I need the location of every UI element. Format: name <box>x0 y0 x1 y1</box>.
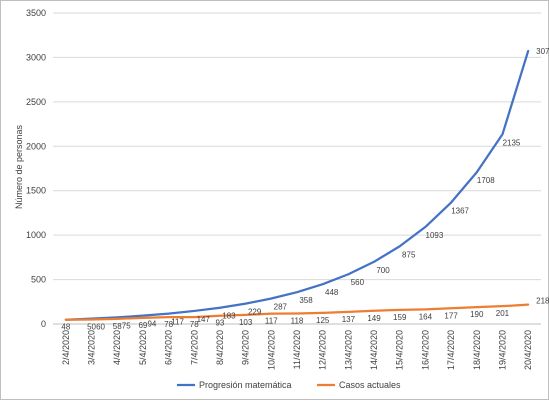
data-label: 93 <box>215 319 224 328</box>
y-tick-label: 2000 <box>26 141 46 151</box>
data-label: 218 <box>536 297 549 306</box>
y-tick-label: 1500 <box>26 186 46 196</box>
data-label: 183 <box>222 312 236 321</box>
data-label: 560 <box>351 278 365 287</box>
data-label: 1367 <box>451 207 469 216</box>
y-tick-label: 1000 <box>26 230 46 240</box>
data-label: 149 <box>367 314 381 323</box>
data-label: 700 <box>376 266 390 275</box>
data-label: 78 <box>164 320 173 329</box>
data-label: 1708 <box>477 176 495 185</box>
data-label: 125 <box>316 316 330 325</box>
data-label: 48 <box>61 323 70 332</box>
legend-label-progresion: Progresión matemática <box>199 380 292 390</box>
data-label: 117 <box>171 318 184 327</box>
series-line-progresion <box>64 49 530 321</box>
data-label: 58 <box>113 322 122 331</box>
y-tick-label: 3500 <box>26 8 46 18</box>
data-label: 190 <box>470 310 484 319</box>
x-tick-label: 17/4/2020 <box>446 330 456 370</box>
data-label: 201 <box>496 309 510 318</box>
x-tick-label: 3/4/2020 <box>87 330 97 365</box>
data-label: 60 <box>96 323 105 332</box>
x-tick-label: 7/4/2020 <box>189 330 199 365</box>
series-line-casos <box>64 303 530 321</box>
data-label: 3072 <box>536 47 549 56</box>
x-tick-label: 19/4/2020 <box>497 330 507 370</box>
x-tick-label: 20/4/2020 <box>523 330 533 370</box>
data-label: 159 <box>393 313 407 322</box>
x-tick-label: 13/4/2020 <box>343 330 353 370</box>
y-axis-ticks: 0 500 1000 1500 2000 2500 3000 3500 <box>26 8 46 329</box>
data-label: 177 <box>444 311 458 320</box>
x-tick-label: 15/4/2020 <box>395 330 405 370</box>
data-label: 287 <box>274 302 288 311</box>
data-label: 137 <box>342 315 356 324</box>
data-label: 78 <box>190 320 199 329</box>
x-tick-label: 4/4/2020 <box>112 330 122 365</box>
legend: Progresión matemática Casos actuales <box>177 380 401 390</box>
y-axis-title: Número de personas <box>14 124 24 209</box>
data-label: 147 <box>197 315 211 324</box>
x-tick-label: 16/4/2020 <box>420 330 430 370</box>
x-axis-ticks: 2/4/2020 3/4/2020 4/4/2020 5/4/2020 6/4/2020… <box>61 330 533 370</box>
data-labels: 60 75 94 117 147 183 229 287 358 448 560 700 875 1093… <box>61 47 549 332</box>
x-tick-label: 12/4/2020 <box>318 330 328 370</box>
data-label: 164 <box>419 312 433 321</box>
x-tick-label: 5/4/2020 <box>138 330 148 365</box>
gridlines <box>53 12 541 325</box>
data-label: 75 <box>122 321 131 330</box>
data-label: 2135 <box>503 138 521 147</box>
y-tick-label: 0 <box>41 319 46 329</box>
y-tick-label: 2500 <box>26 97 46 107</box>
data-label: 875 <box>402 250 416 259</box>
data-label: 103 <box>239 318 253 327</box>
y-tick-label: 500 <box>31 275 46 285</box>
data-label: 1093 <box>426 231 444 240</box>
data-label: 118 <box>291 317 304 326</box>
x-tick-label: 14/4/2020 <box>369 330 379 370</box>
x-tick-label: 11/4/2020 <box>292 330 302 369</box>
x-tick-label: 9/4/2020 <box>241 330 251 365</box>
data-label: 94 <box>147 320 156 329</box>
x-tick-label: 6/4/2020 <box>164 330 174 365</box>
data-label: 50 <box>87 323 96 332</box>
legend-label-casos: Casos actuales <box>339 380 401 390</box>
data-label: 358 <box>299 296 313 305</box>
data-label: 448 <box>325 288 339 297</box>
series-lines <box>64 49 530 321</box>
x-tick-label: 8/4/2020 <box>215 330 225 365</box>
y-tick-label: 3000 <box>26 52 46 62</box>
x-tick-label: 10/4/2020 <box>266 330 276 370</box>
data-label: 229 <box>248 308 262 317</box>
data-label: 117 <box>265 317 278 326</box>
data-label: 69 <box>138 321 147 330</box>
x-tick-label: 18/4/2020 <box>472 330 482 370</box>
x-tick-label: 2/4/2020 <box>61 330 71 365</box>
